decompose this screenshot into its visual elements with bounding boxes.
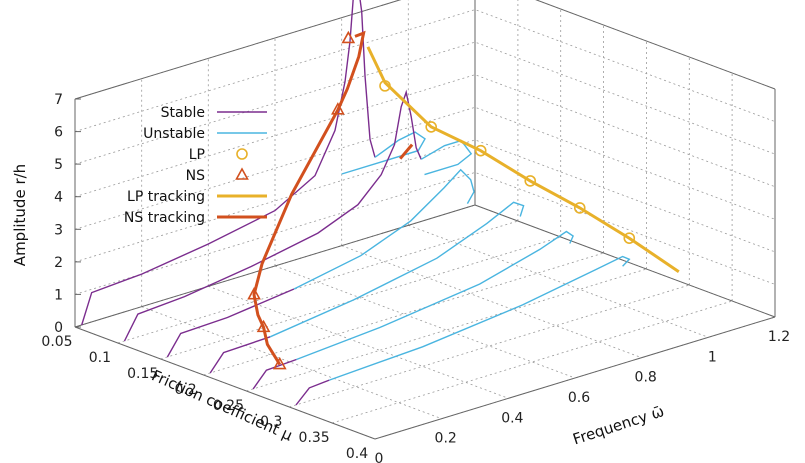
frame-edge-1 — [74, 204, 476, 328]
z-tick-label: 2 — [54, 255, 63, 271]
legend-label: Stable — [161, 105, 205, 121]
unstable-curve-4 — [296, 230, 574, 361]
grid-line-xf-3 — [203, 252, 604, 376]
grid-line-yf-2 — [208, 285, 509, 399]
grid-line-z-5 — [74, 41, 776, 165]
y-tick-label: 1.2 — [768, 329, 790, 345]
stable-curve-1 — [123, 89, 422, 342]
y-tick-label: 1 — [708, 349, 717, 365]
lp-point — [474, 144, 487, 157]
z-tick-label: 3 — [54, 222, 63, 238]
z-tick-label: 5 — [54, 157, 63, 173]
legend: Stable Unstable LP NS LP tracking NS tracking — [124, 105, 267, 226]
legend-label: LP tracking — [127, 189, 205, 205]
unstable-curve-0 — [341, 131, 426, 175]
legend-label: NS — [186, 168, 205, 184]
legend-swatch — [236, 148, 248, 160]
x-tick-label: 0.25 — [213, 398, 244, 414]
frame-edge-8 — [535, 0, 776, 90]
grid-line-xf-5 — [289, 284, 690, 408]
grid-line-yf-1 — [141, 306, 442, 420]
grid-line-z-4 — [74, 74, 776, 198]
unstable-curve-5 — [329, 255, 631, 381]
x-tick-label: 0.3 — [260, 414, 282, 430]
ns-point — [331, 102, 345, 115]
unstable-curve-3 — [269, 201, 525, 338]
ns-point — [247, 287, 261, 300]
frame-edge-0 — [74, 326, 376, 440]
legend-label: LP — [189, 147, 205, 163]
legend-swatch — [235, 167, 249, 180]
stable-curve-4 — [252, 358, 297, 390]
y-axis-label: Frequency ω̄ — [571, 402, 667, 448]
grid-line-z-3 — [74, 106, 776, 230]
stable-curve-5 — [295, 379, 330, 406]
x-tick-label: 0.2 — [174, 382, 196, 398]
y-tick-label: 0.4 — [501, 410, 523, 426]
grid-line-yf-5 — [408, 224, 709, 338]
y-tick-label: 0 — [375, 451, 384, 463]
lp-tracking-curve — [366, 46, 680, 273]
x-tick-label: 0.1 — [89, 350, 111, 366]
ns-tracking-branch — [399, 143, 414, 160]
legend-label: NS tracking — [124, 210, 205, 226]
unstable-curve-1 — [420, 139, 473, 176]
tracking-curves — [252, 30, 680, 366]
lp-point — [524, 175, 537, 187]
y-tick-label: 0.8 — [635, 370, 657, 386]
lp-point — [425, 121, 437, 133]
grid-line-z-2 — [74, 139, 776, 263]
frf-curves — [81, 0, 631, 406]
z-tick-label: 6 — [54, 125, 63, 141]
x-axis-label: Friction coefficient μ — [149, 366, 296, 445]
z-tick-label: 4 — [54, 190, 63, 206]
lp-point — [379, 80, 391, 92]
stable-curve-0 — [81, 0, 376, 326]
x-tick-label: 0.35 — [299, 430, 330, 446]
z-tick-label: 1 — [54, 287, 63, 303]
grid-line-xf-4 — [246, 268, 647, 392]
x-tick-label: 0.4 — [346, 446, 368, 462]
lp-point — [573, 202, 586, 214]
lp-point — [623, 232, 636, 244]
stable-curve-2 — [166, 288, 295, 358]
frame-edge-3 — [474, 204, 776, 318]
y-tick-label: 0.2 — [435, 431, 457, 447]
grid-line-yf-3 — [274, 265, 576, 379]
grid-line-z-6 — [74, 9, 776, 132]
bifurcation-markers — [247, 30, 636, 370]
ns-point — [256, 319, 271, 333]
stable-curve-3 — [209, 336, 271, 374]
ns-point — [341, 30, 356, 44]
grid-line-yf-4 — [341, 245, 642, 359]
axes-frame — [74, 0, 776, 440]
grid-line-xf-6 — [331, 300, 733, 424]
legend-label: Unstable — [143, 126, 205, 142]
unstable-curve-2 — [293, 168, 475, 290]
ns-point — [272, 356, 287, 370]
x-tick-label: 0.15 — [127, 366, 158, 382]
tick-labels: 0 1 2 3 4 5 6 7 0.05 0.1 0.15 0.2 0.25 0.3 0.35 0.4 0 0.2… — [41, 92, 790, 463]
ns-tracking-curve — [252, 30, 366, 366]
frame-edge-2 — [374, 316, 776, 440]
grid-line-z-1 — [74, 171, 776, 295]
z-tick-label: 0 — [54, 320, 63, 336]
x-tick-label: 0.05 — [41, 334, 72, 350]
z-axis-label: Amplitude r/h — [11, 164, 29, 266]
z-tick-label: 7 — [54, 92, 63, 108]
y-tick-label: 0.6 — [568, 390, 590, 406]
frame-edge-7 — [74, 0, 402, 100]
